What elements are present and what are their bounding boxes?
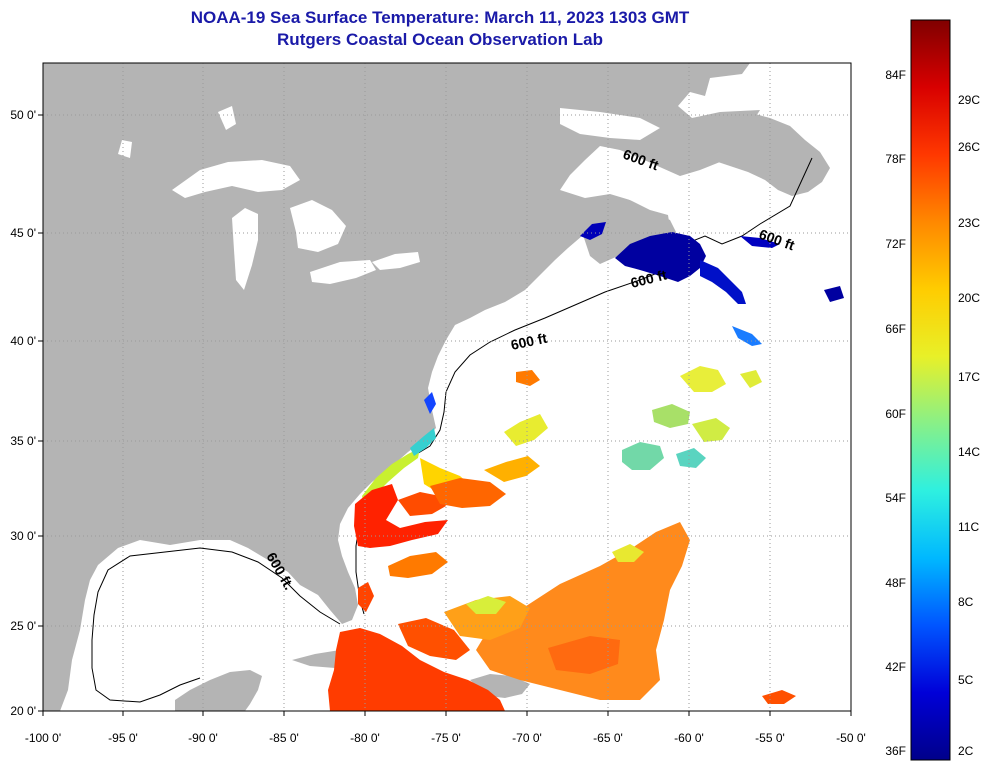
colorbar-f-label: 72F (885, 237, 906, 251)
colorbar-c-label: 17C (958, 370, 980, 384)
colorbar-f-label: 78F (885, 152, 906, 166)
colorbar-c-label: 23C (958, 216, 980, 230)
lon-tick-label: -75 0' (431, 731, 461, 745)
colorbar-c-label: 20C (958, 291, 980, 305)
colorbar-f-label: 42F (885, 660, 906, 674)
lon-tick-label: -90 0' (188, 731, 218, 745)
lon-tick-label: -50 0' (836, 731, 866, 745)
colorbar-c-label: 5C (958, 673, 974, 687)
yucatan-land (175, 670, 262, 711)
colorbar-f-label: 54F (885, 491, 906, 505)
lat-tick-label: 40 0' (10, 334, 36, 348)
lon-tick-label: -80 0' (350, 731, 380, 745)
gulf-600ft-contour (91, 547, 341, 703)
colorbar-f-label: 48F (885, 576, 906, 590)
map-frame (42, 62, 852, 712)
colorbar-c-label: 2C (958, 744, 974, 758)
north-america-land (43, 63, 760, 711)
sst-gulf-stream-warm (354, 370, 548, 612)
colorbar-fahrenheit-labels: 84F 78F 72F 66F 60F 54F 48F 42F 36F (885, 68, 906, 758)
sst-subtropical-atlantic (328, 522, 796, 711)
colorbar-c-label: 11C (958, 520, 979, 534)
colorbar-c-label: 14C (958, 445, 980, 459)
contour-label-mid-atlantic: 600 ft (509, 330, 548, 353)
colorbar-f-label: 36F (885, 744, 906, 758)
newfoundland-land (695, 112, 830, 196)
lon-tick-label: -60 0' (674, 731, 704, 745)
lon-tick-label: -100 0' (25, 731, 61, 745)
colorbar (910, 19, 951, 761)
lat-tick-label: 35 0' (10, 434, 36, 448)
lat-tick-label: 45 0' (10, 226, 36, 240)
colorbar-f-label: 66F (885, 322, 906, 336)
lat-tick-label: 25 0' (10, 619, 36, 633)
colorbar-f-label: 84F (885, 68, 906, 82)
lat-tick-label: 20 0' (10, 704, 36, 718)
colorbar-c-label: 8C (958, 595, 974, 609)
latitude-axis: 50 0' 45 0' 40 0' 35 0' 30 0' 25 0' 20 0' (10, 108, 43, 718)
chart-subtitle: Rutgers Coastal Ocean Observation Lab (277, 30, 603, 49)
lon-tick-label: -85 0' (269, 731, 299, 745)
sst-offshore-patches (622, 366, 762, 470)
sst-cold-gulf-of-maine (424, 222, 844, 414)
lon-tick-label: -70 0' (512, 731, 542, 745)
lat-tick-label: 50 0' (10, 108, 36, 122)
nova-scotia-land (582, 212, 676, 264)
colorbar-f-label: 60F (885, 407, 906, 421)
colorbar-c-label: 26C (958, 140, 980, 154)
colorbar-celsius-labels: 29C 26C 23C 20C 17C 14C 11C 8C 5C 2C (958, 93, 980, 758)
colorbar-c-label: 29C (958, 93, 980, 107)
chart-title: NOAA-19 Sea Surface Temperature: March 1… (190, 8, 690, 27)
longitude-axis: -100 0' -95 0' -90 0' -85 0' -80 0' -75 0' -70… (25, 711, 866, 745)
lat-tick-label: 30 0' (10, 529, 36, 543)
lon-tick-label: -65 0' (593, 731, 623, 745)
lon-tick-label: -95 0' (108, 731, 138, 745)
great-lakes (118, 106, 675, 290)
graticule (43, 63, 851, 711)
lon-tick-label: -55 0' (755, 731, 785, 745)
